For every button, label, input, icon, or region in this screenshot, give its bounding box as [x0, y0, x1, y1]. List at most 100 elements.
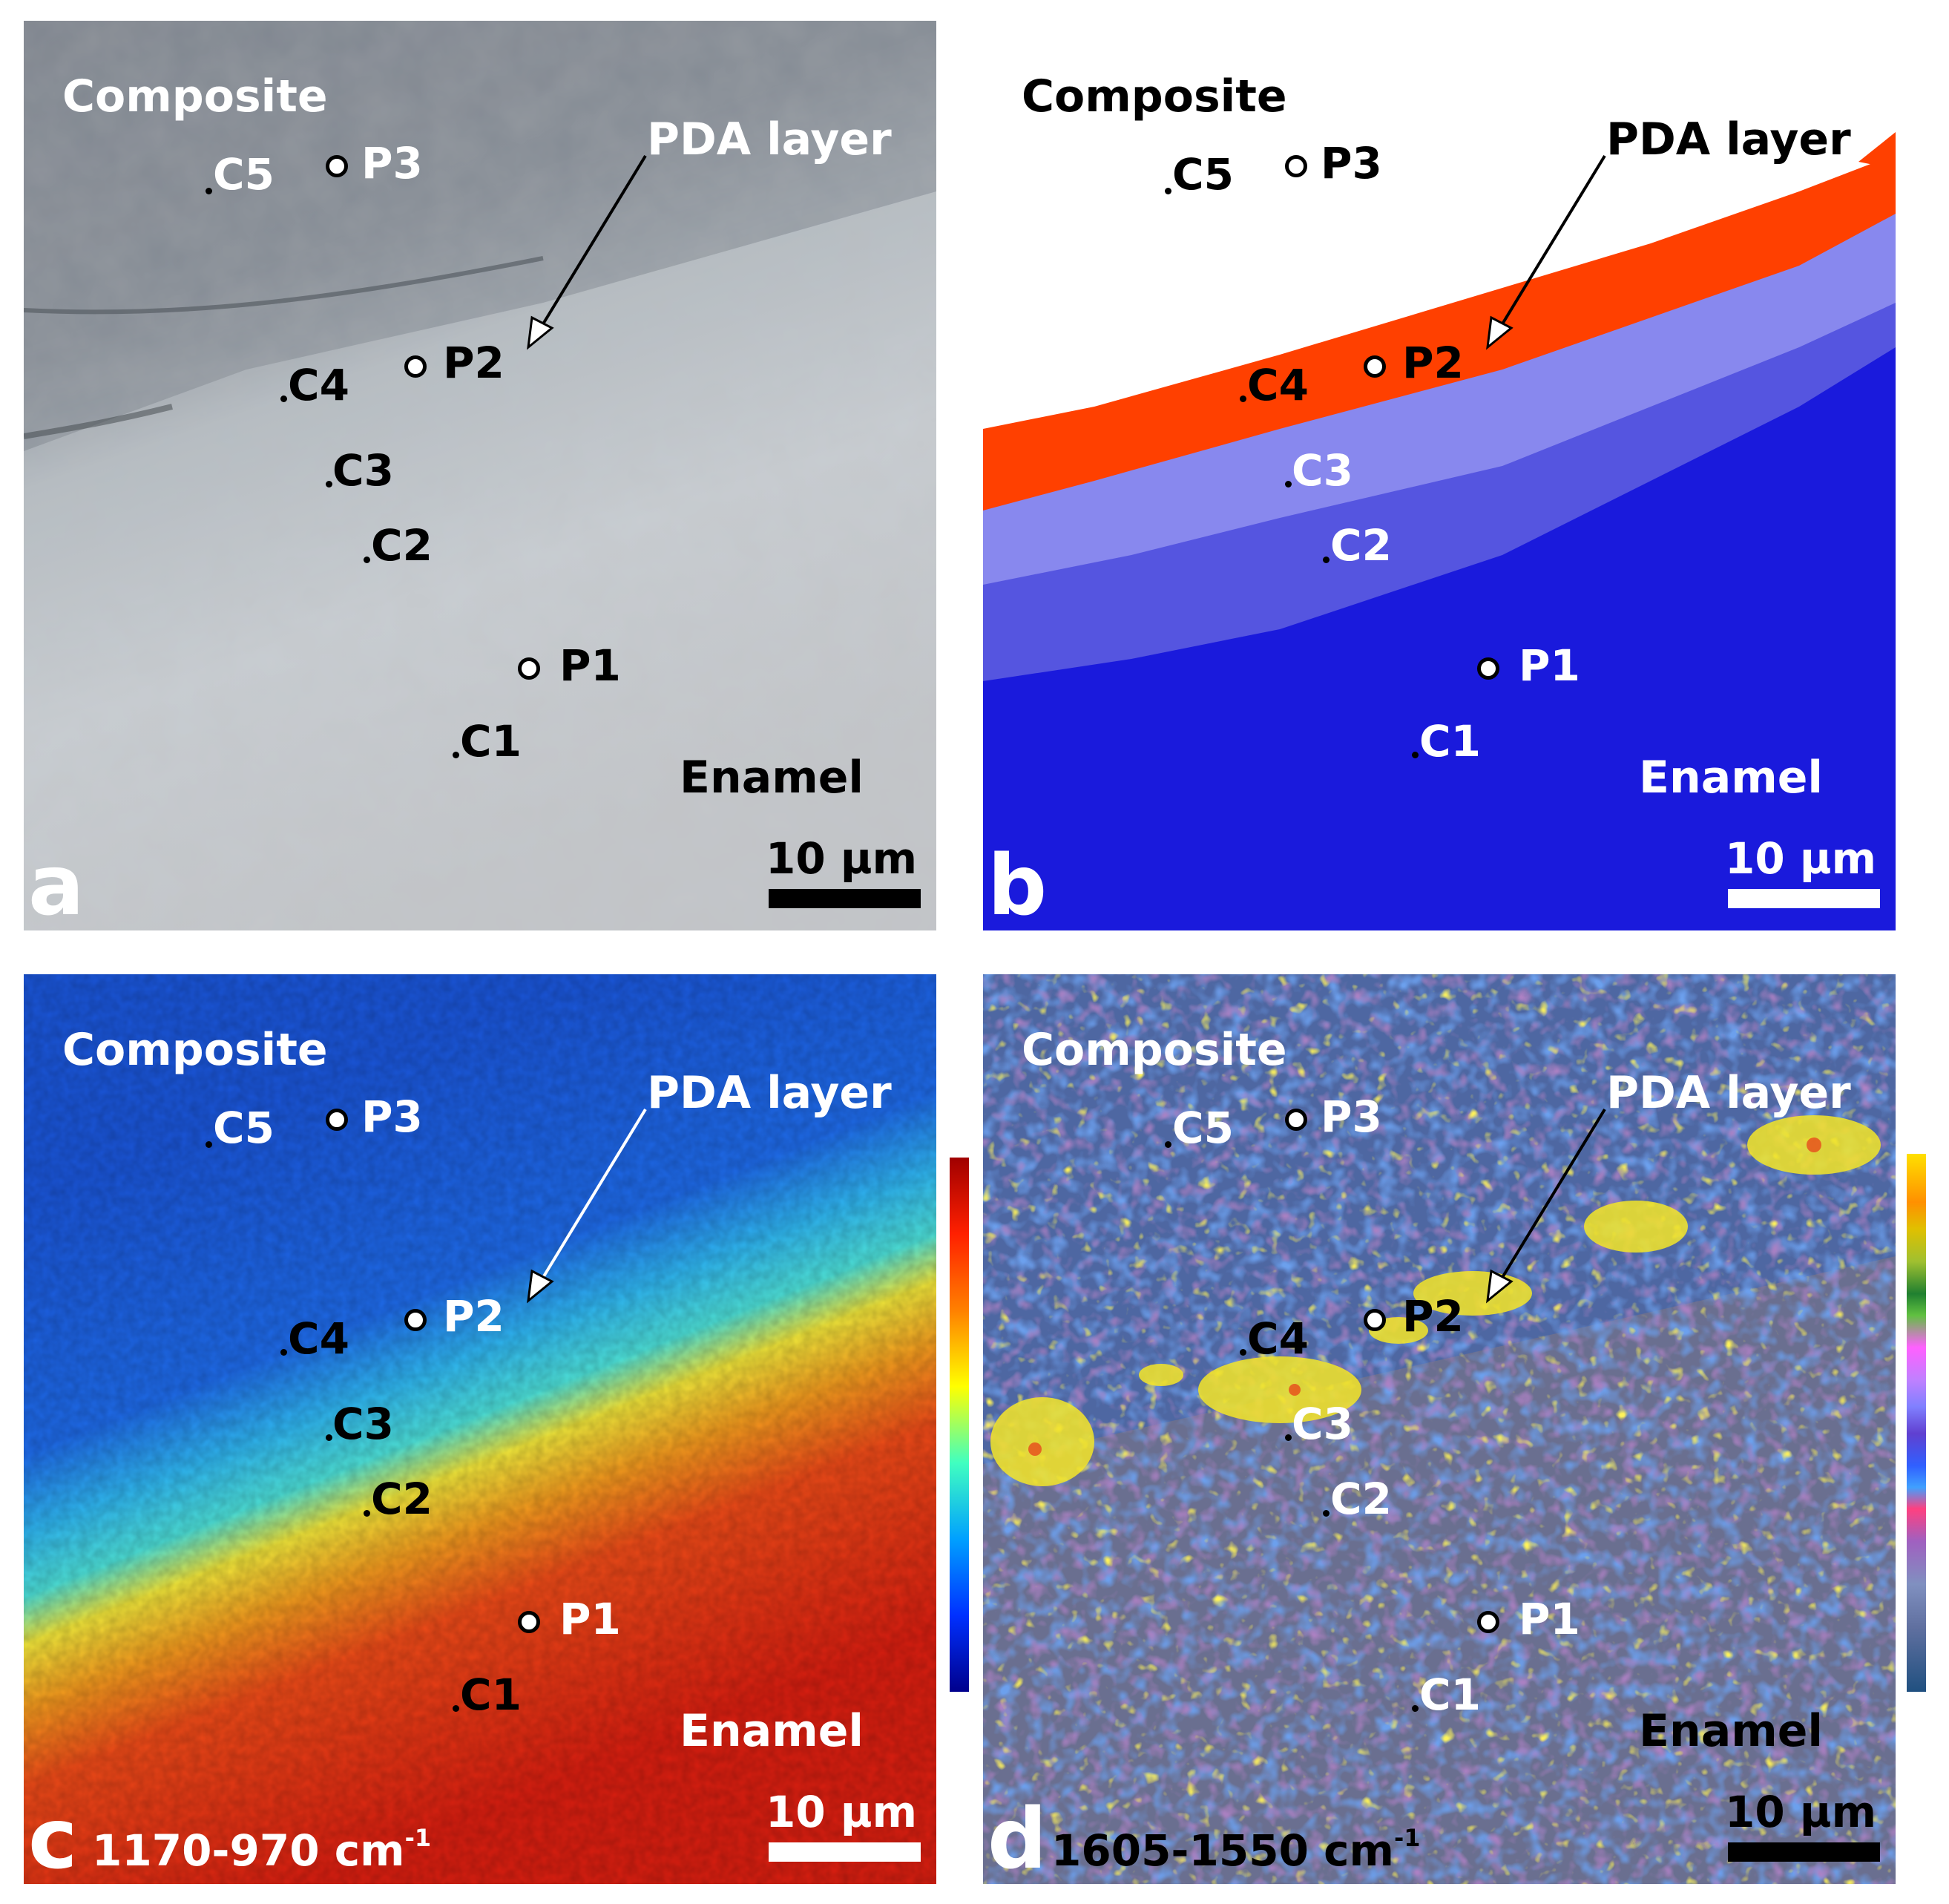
panel-letter-d: d: [987, 1791, 1048, 1884]
label-p1: P1: [559, 1594, 621, 1644]
label-c4: C4: [1247, 1313, 1309, 1364]
colorbar-c: [950, 1158, 969, 1692]
marker-c4: [280, 395, 287, 402]
marker-c4: [1240, 1349, 1246, 1356]
marker-c3: [1285, 1434, 1292, 1441]
raman-intensity-map: [24, 974, 936, 1884]
marker-p1: [518, 1611, 540, 1633]
label-c3: C3: [332, 445, 394, 496]
label-composite: Composite: [62, 70, 328, 122]
scale-bar: [1728, 1842, 1880, 1862]
label-c5: C5: [1172, 149, 1234, 200]
label-c3: C3: [332, 1399, 394, 1449]
label-p1: P1: [1519, 1594, 1580, 1644]
raman-intensity-map: [983, 974, 1896, 1884]
scale-bar: [769, 1842, 921, 1862]
panel-letter-a: a: [28, 838, 85, 930]
panel-letter-c: c: [28, 1791, 78, 1884]
panel-b-cluster-map: Composite PDA layer Enamel P3 C5 P2 C4 C…: [983, 21, 1896, 930]
label-c4: C4: [1247, 360, 1309, 410]
marker-p3: [1285, 1109, 1307, 1131]
label-c3: C3: [1292, 1399, 1353, 1449]
scale-label: 10 µm: [1725, 1787, 1877, 1837]
marker-c1: [1412, 1705, 1419, 1712]
marker-p1: [1477, 657, 1499, 680]
label-composite: Composite: [1022, 70, 1287, 122]
marker-p3: [1285, 155, 1307, 177]
label-c2: C2: [1330, 520, 1392, 571]
label-p3: P3: [1321, 138, 1382, 188]
label-c5: C5: [1172, 1103, 1234, 1153]
panel-letter-b: b: [987, 838, 1048, 930]
label-c1: C1: [460, 1670, 522, 1720]
scale-label: 10 µm: [766, 1787, 918, 1837]
marker-c2: [1323, 557, 1330, 563]
marker-c4: [280, 1349, 287, 1356]
marker-p1: [1477, 1611, 1499, 1633]
marker-c2: [364, 557, 370, 563]
label-p3: P3: [1321, 1091, 1382, 1142]
scale-label: 10 µm: [1725, 833, 1877, 884]
marker-c4: [1240, 395, 1246, 402]
marker-c3: [1285, 481, 1292, 488]
label-pda-layer: PDA layer: [1606, 1067, 1851, 1119]
scale-bar: [1728, 889, 1880, 908]
label-enamel: Enamel: [1639, 752, 1823, 804]
marker-c1: [453, 752, 459, 758]
label-c1: C1: [1419, 716, 1481, 766]
label-c1: C1: [1419, 1670, 1481, 1720]
label-c1: C1: [460, 716, 522, 766]
marker-c3: [326, 1434, 332, 1441]
label-p1: P1: [559, 640, 621, 691]
scale-label: 10 µm: [766, 833, 918, 884]
label-pda-layer: PDA layer: [647, 114, 892, 165]
marker-p2: [1364, 1309, 1386, 1331]
label-c2: C2: [1330, 1474, 1392, 1524]
panel-a-optical-image: Composite PDA layer Enamel P3 C5 P2 C4 C…: [24, 21, 936, 930]
label-composite: Composite: [62, 1024, 328, 1076]
label-p3: P3: [361, 1091, 423, 1142]
optical-micrograph: [24, 21, 936, 930]
label-p3: P3: [361, 138, 423, 188]
label-p1: P1: [1519, 640, 1580, 691]
marker-c2: [1323, 1510, 1330, 1517]
marker-c5: [206, 1141, 212, 1148]
scale-bar: [769, 889, 921, 908]
marker-c3: [326, 481, 332, 488]
marker-p2: [404, 1309, 427, 1331]
label-p2: P2: [443, 338, 504, 388]
label-composite: Composite: [1022, 1024, 1287, 1076]
marker-c2: [364, 1510, 370, 1517]
label-c4: C4: [288, 1313, 349, 1364]
label-p2: P2: [443, 1291, 504, 1342]
label-c2: C2: [371, 1474, 433, 1524]
marker-c1: [453, 1705, 459, 1712]
label-enamel: Enamel: [680, 1705, 864, 1757]
panel-c-band-map: Composite PDA layer Enamel P3 C5 P2 C4 C…: [24, 974, 936, 1884]
label-pda-layer: PDA layer: [1606, 114, 1851, 165]
panel-d-band-map: Composite PDA layer Enamel P3 C5 P2 C4 C…: [983, 974, 1896, 1884]
label-pda-layer: PDA layer: [647, 1067, 892, 1119]
label-c5: C5: [213, 1103, 275, 1153]
label-enamel: Enamel: [680, 752, 864, 804]
label-c5: C5: [213, 149, 275, 200]
band-range-label: 1170-970 cm-1: [92, 1824, 432, 1876]
marker-c5: [1165, 1141, 1171, 1148]
marker-p3: [326, 1109, 348, 1131]
band-range-label: 1605-1550 cm-1: [1051, 1824, 1421, 1876]
label-enamel: Enamel: [1639, 1705, 1823, 1757]
marker-p1: [518, 657, 540, 680]
marker-c5: [1165, 188, 1171, 194]
label-c2: C2: [371, 520, 433, 571]
marker-p2: [1364, 355, 1386, 378]
marker-c5: [206, 188, 212, 194]
marker-p2: [404, 355, 427, 378]
label-c3: C3: [1292, 445, 1353, 496]
label-p2: P2: [1402, 1291, 1464, 1342]
marker-c1: [1412, 752, 1419, 758]
marker-p3: [326, 155, 348, 177]
colorbar-d: [1907, 1154, 1926, 1692]
label-p2: P2: [1402, 338, 1464, 388]
label-c4: C4: [288, 360, 349, 410]
cluster-map: [983, 21, 1896, 930]
